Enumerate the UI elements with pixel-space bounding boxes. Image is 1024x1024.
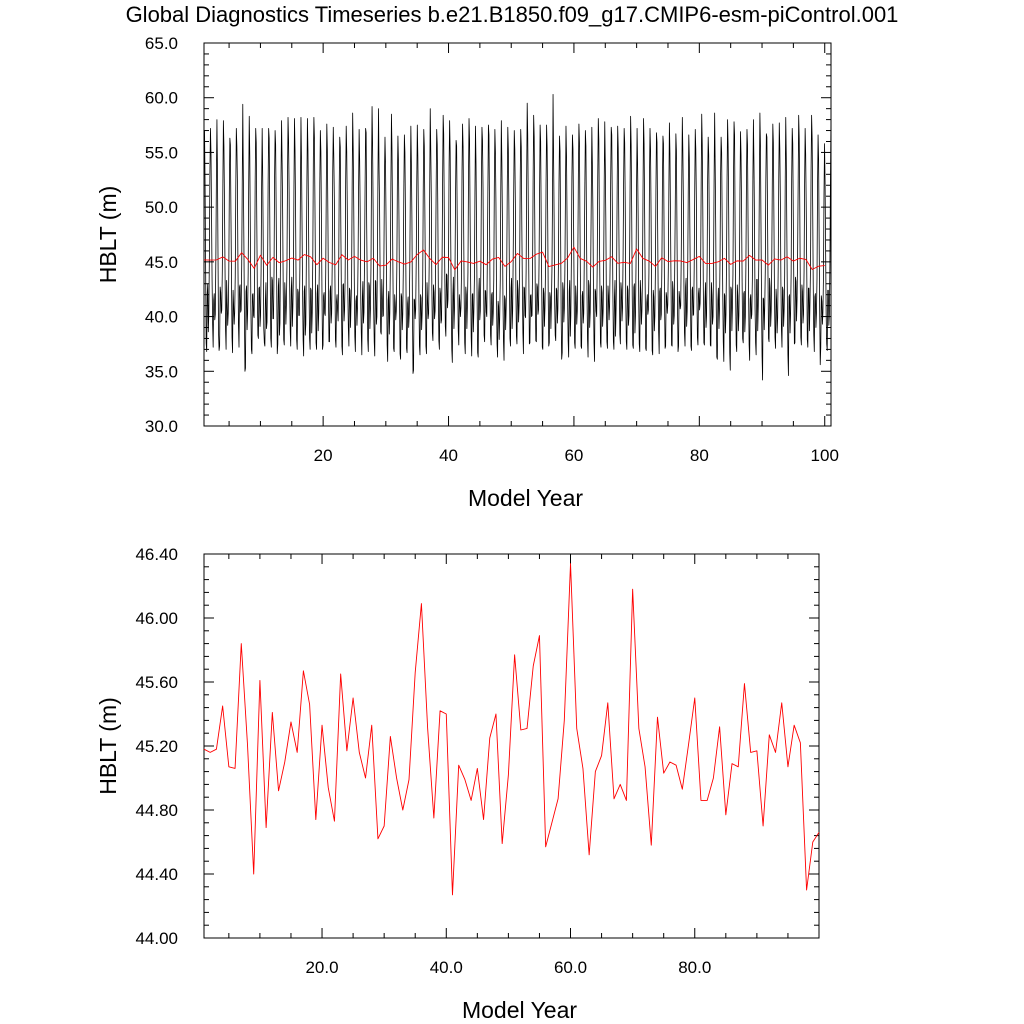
y-tick-label: 40.0 <box>145 308 178 327</box>
y-tick-label: 60.0 <box>145 89 178 108</box>
top-panel-hblt-timeseries: 30.0 35.0 40.0 45.0 50.0 55.0 60.0 65.0 20 40 60 80… <box>95 34 839 511</box>
y-tick-label: 45.20 <box>135 737 178 756</box>
x-tick-label: 80 <box>690 446 709 465</box>
y-tick-label: 35.0 <box>145 362 178 381</box>
x-tick-label: 20 <box>314 446 333 465</box>
x-tick-label: 60.0 <box>554 958 587 977</box>
x-tick-label: 40 <box>439 446 458 465</box>
y-tick-label: 45.0 <box>145 253 178 272</box>
page-title: Global Diagnostics Timeseries b.e21.B185… <box>125 2 899 27</box>
y-tick-label: 50.0 <box>145 198 178 217</box>
x-tick-label: 40.0 <box>430 958 463 977</box>
y-tick-label: 44.00 <box>135 929 178 948</box>
y-tick-label: 55.0 <box>145 143 178 162</box>
x-axis-title: Model Year <box>468 485 583 511</box>
x-axis-title: Model Year <box>462 997 577 1023</box>
y-tick-label: 44.40 <box>135 865 178 884</box>
y-axis-title: HBLT (m) <box>95 186 121 284</box>
series-line-annual-mean <box>203 246 825 271</box>
y-tick-label: 45.60 <box>135 673 178 692</box>
x-tick-label: 20.0 <box>305 958 338 977</box>
y-tick-label: 46.00 <box>135 609 178 628</box>
bottom-panel-hblt-annual-mean: 44.00 44.40 44.80 45.20 45.60 46.00 46.40 20.0 4… <box>95 545 820 1023</box>
x-tick-label: 80.0 <box>678 958 711 977</box>
y-tick-label: 44.80 <box>135 801 178 820</box>
y-tick-label: 46.40 <box>135 545 178 564</box>
plot-frame <box>203 42 832 427</box>
series-line-annual-mean <box>203 563 820 896</box>
y-tick-label: 65.0 <box>145 34 178 53</box>
x-tick-label: 60 <box>564 446 583 465</box>
y-tick-label: 30.0 <box>145 417 178 436</box>
y-axis-title: HBLT (m) <box>95 697 121 795</box>
series-line-monthly <box>203 94 832 381</box>
x-tick-label: 100 <box>811 446 839 465</box>
